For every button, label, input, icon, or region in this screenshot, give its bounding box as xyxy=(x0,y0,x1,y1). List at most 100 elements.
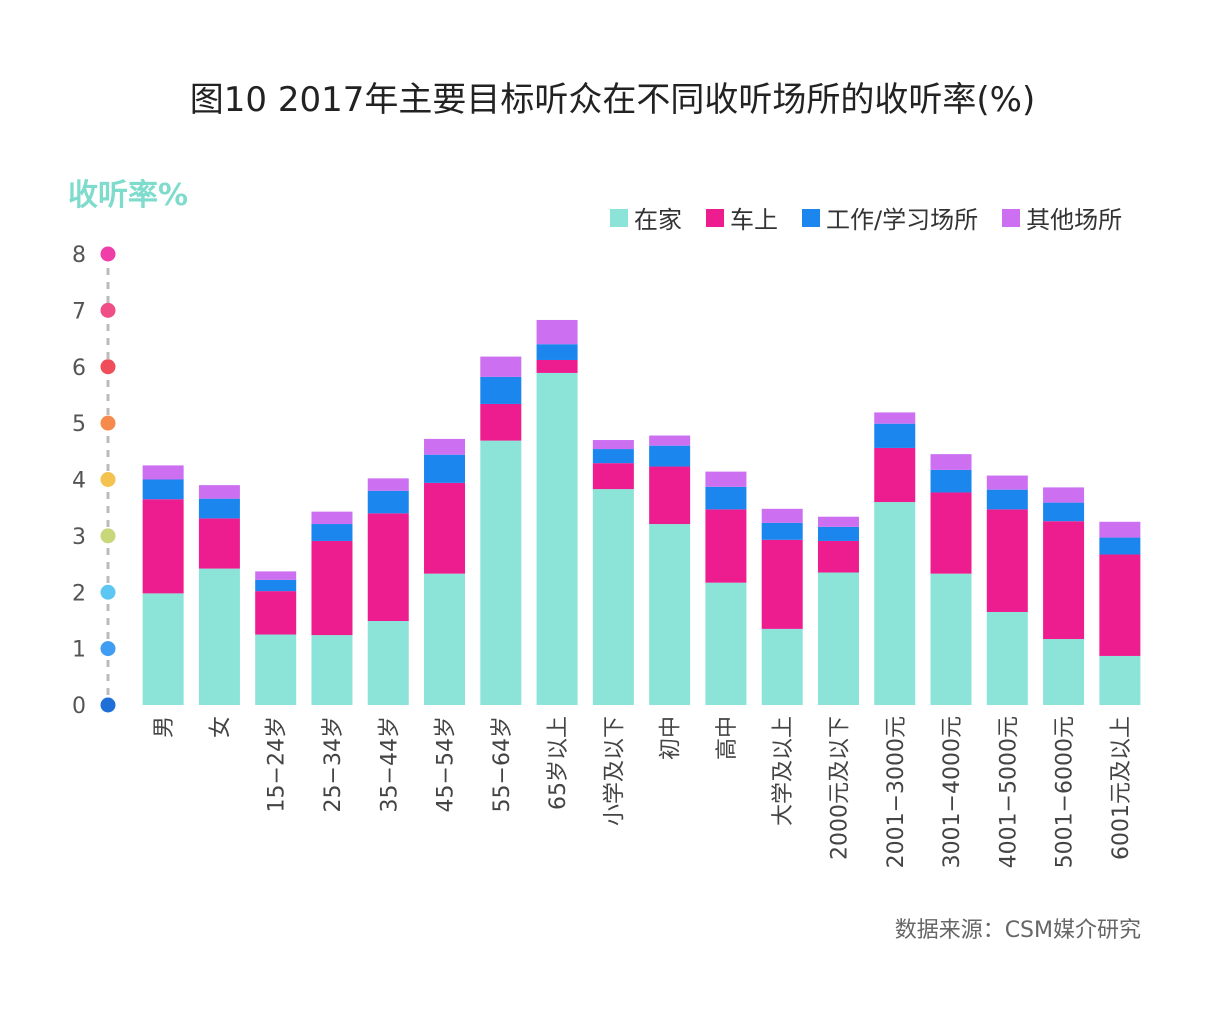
bar-segment-home xyxy=(705,582,747,705)
bar-segment-other xyxy=(761,508,803,523)
bar-segment-car xyxy=(480,403,522,441)
x-category-label: 25−34岁 xyxy=(321,716,346,812)
x-category-label: 6001元及以上 xyxy=(1109,716,1134,860)
legend: 在家 车上 工作/学习场所 其他场所 xyxy=(610,200,1122,235)
x-category-label: 5001−6000元 xyxy=(1053,716,1078,868)
bar-segment-home xyxy=(424,573,466,705)
x-category-label: 小学及以下 xyxy=(602,716,627,826)
bar-segment-other xyxy=(480,356,522,377)
bar-segment-other xyxy=(649,435,691,446)
bar-segment-work xyxy=(255,579,297,592)
legend-label-work: 工作/学习场所 xyxy=(826,206,979,234)
bar-segment-other xyxy=(198,485,240,499)
x-category-label: 55−64岁 xyxy=(490,716,515,812)
x-category-label: 大学及以上 xyxy=(771,716,796,826)
legend-label-car: 车上 xyxy=(730,206,778,234)
bar-segment-work xyxy=(705,486,747,510)
x-category-label: 3001−4000元 xyxy=(940,716,965,868)
x-category-label: 2001−3000元 xyxy=(884,716,909,868)
legend-item-car: 车上 xyxy=(706,200,778,235)
bar-segment-car xyxy=(930,492,972,574)
bar-segment-home xyxy=(367,621,409,705)
bar-segment-work xyxy=(424,454,466,483)
bar-segment-car xyxy=(1099,554,1141,656)
bar-segment-work xyxy=(1099,537,1141,555)
bar-segment-work xyxy=(930,469,972,493)
x-category-label: 45−54岁 xyxy=(434,716,459,812)
bar-segment-work xyxy=(198,498,240,519)
y-tick-dot xyxy=(100,359,116,375)
bar-segment-car xyxy=(1043,521,1085,640)
bar-segment-work xyxy=(649,445,691,467)
bar-segment-home xyxy=(480,440,522,705)
bar-segment-home xyxy=(817,572,859,705)
y-tick-dot xyxy=(100,584,116,600)
y-tick-label: 8 xyxy=(72,243,86,268)
y-tick-label: 3 xyxy=(72,525,86,550)
bar-segment-other xyxy=(367,478,409,491)
bar-segment-car xyxy=(142,499,184,594)
y-axis-label: 收听率% xyxy=(68,178,189,213)
bar-segment-other xyxy=(536,319,578,345)
bar-segment-home xyxy=(930,573,972,705)
y-tick-label: 5 xyxy=(72,412,86,437)
bar-segment-work xyxy=(761,522,803,540)
bar-segment-home xyxy=(874,502,916,705)
y-tick-label: 1 xyxy=(72,638,86,663)
legend-item-other: 其他场所 xyxy=(1002,200,1122,235)
y-tick-dot xyxy=(100,415,116,431)
bar-segment-work xyxy=(142,479,184,500)
y-tick-label: 4 xyxy=(72,469,86,494)
bar-segment-car xyxy=(705,509,747,583)
bar-segment-other xyxy=(311,511,353,525)
bar-segment-other xyxy=(592,440,634,450)
bar-segment-car xyxy=(761,539,803,629)
x-category-label: 4001−5000元 xyxy=(996,716,1021,868)
bar-segment-work xyxy=(1043,502,1085,522)
x-category-label: 高中 xyxy=(715,716,740,760)
bar-segment-work xyxy=(986,489,1028,510)
bar-segment-other xyxy=(142,465,184,480)
x-category-label: 女 xyxy=(208,716,233,738)
y-tick-dot xyxy=(100,528,116,544)
bar-segment-work xyxy=(480,376,522,404)
x-category-label: 65岁以上 xyxy=(546,716,571,810)
bar-segment-home xyxy=(986,611,1028,705)
bar-segment-home xyxy=(255,634,297,705)
y-tick-dot xyxy=(100,697,116,713)
x-category-label: 初中 xyxy=(659,716,684,760)
legend-item-work: 工作/学习场所 xyxy=(802,200,978,235)
bar-segment-home xyxy=(1043,639,1085,705)
bar-segment-home xyxy=(198,568,240,705)
bar-segment-home xyxy=(536,372,578,705)
bar-segment-car xyxy=(986,509,1028,612)
y-tick-dot xyxy=(100,246,116,262)
bar-segment-other xyxy=(1099,521,1141,538)
bar-segment-other xyxy=(1043,487,1085,503)
y-tick-label: 2 xyxy=(72,581,86,606)
bar-segment-other xyxy=(986,475,1028,490)
bar-segment-work xyxy=(311,524,353,541)
chart-title: 图10 2017年主要目标听众在不同收听场所的收听率(%) xyxy=(189,80,1036,120)
y-tick-dot xyxy=(100,641,116,657)
legend-item-home: 在家 xyxy=(610,200,682,235)
bar-segment-car xyxy=(198,518,240,569)
y-tick-label: 7 xyxy=(72,299,86,324)
bar-segment-car xyxy=(649,466,691,525)
y-tick-dot xyxy=(100,472,116,487)
bar-segment-work xyxy=(367,490,409,514)
bar-segment-car xyxy=(367,513,409,622)
bar-segment-home xyxy=(1099,655,1141,705)
y-tick-label: 0 xyxy=(72,694,86,719)
bar-segment-work xyxy=(536,344,578,360)
bar-segment-other xyxy=(874,412,916,424)
legend-swatch-home xyxy=(610,208,628,227)
bar-segment-home xyxy=(592,489,634,705)
bar-segment-work xyxy=(817,526,859,541)
bar-segment-car xyxy=(592,463,634,490)
bar-segment-other xyxy=(817,516,859,527)
x-category-label: 35−44岁 xyxy=(377,716,402,812)
bar-segment-other xyxy=(930,454,972,470)
x-category-label: 2000元及以下 xyxy=(827,716,852,860)
